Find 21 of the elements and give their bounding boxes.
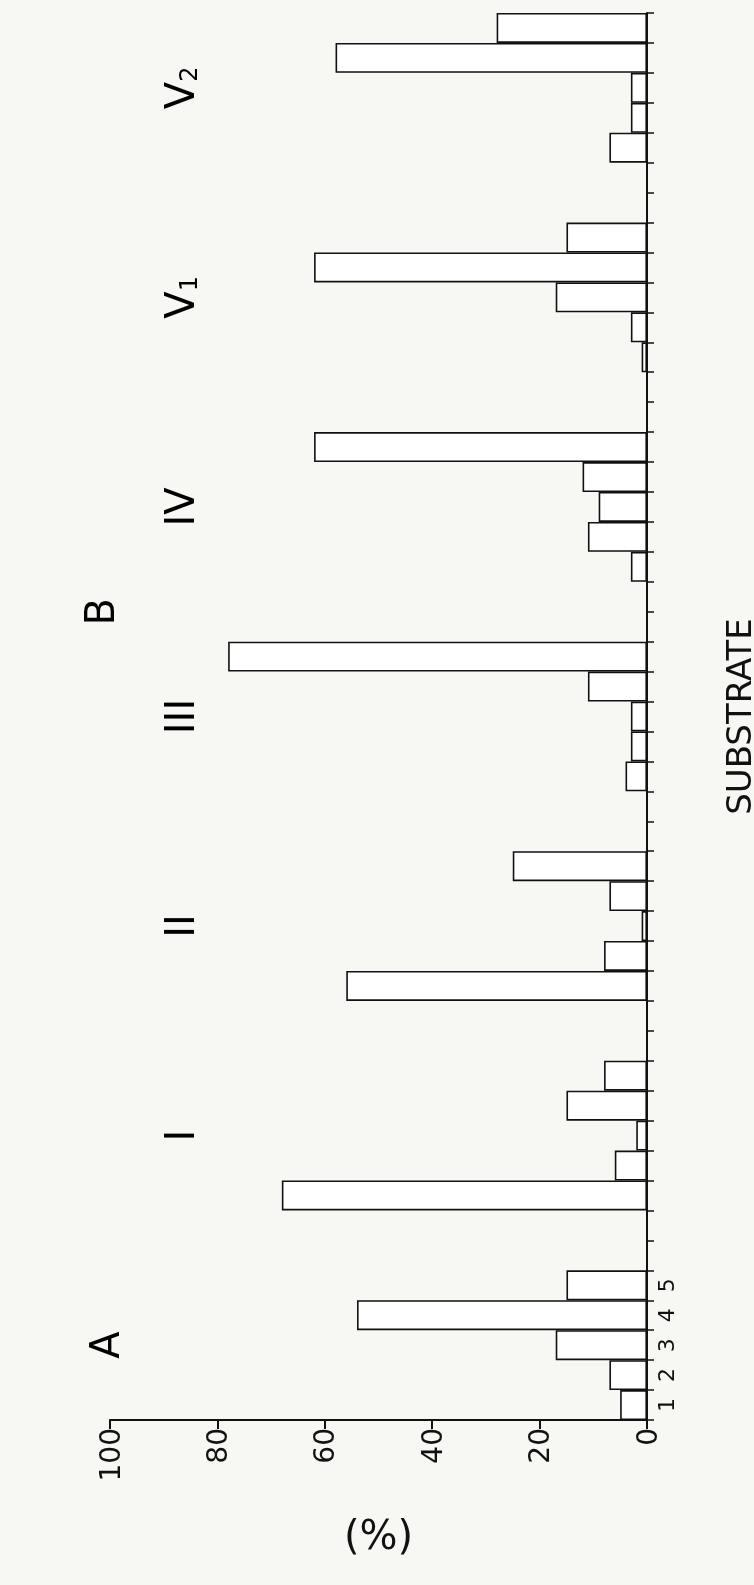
y-tick-label: 1 xyxy=(653,1398,679,1413)
y-tick-label: 3 xyxy=(653,1338,679,1353)
y-tick-label: 5 xyxy=(653,1278,679,1293)
annotation: V1 xyxy=(157,276,203,319)
annotation: II xyxy=(157,914,203,938)
x-tick-label: 100 xyxy=(93,1428,127,1482)
x-tick-label: 60 xyxy=(308,1428,342,1464)
x-tick-label: 20 xyxy=(523,1428,557,1464)
y-tick-label: 4 xyxy=(653,1308,679,1323)
y-axis-title: SUBSTRATE xyxy=(719,618,754,815)
x-tick-label: 40 xyxy=(415,1428,449,1464)
x-axis-title: (%) xyxy=(343,1512,414,1558)
annotation: IV xyxy=(157,486,203,527)
x-tick-label: 0 xyxy=(630,1428,664,1446)
annotation: B xyxy=(77,598,123,626)
annotation: III xyxy=(157,698,203,735)
annotation: V2 xyxy=(157,66,203,110)
annotation: A xyxy=(82,1330,128,1359)
annotation: I xyxy=(157,1129,203,1142)
x-tick-label: 80 xyxy=(200,1428,234,1464)
y-tick-label: 2 xyxy=(653,1368,679,1383)
